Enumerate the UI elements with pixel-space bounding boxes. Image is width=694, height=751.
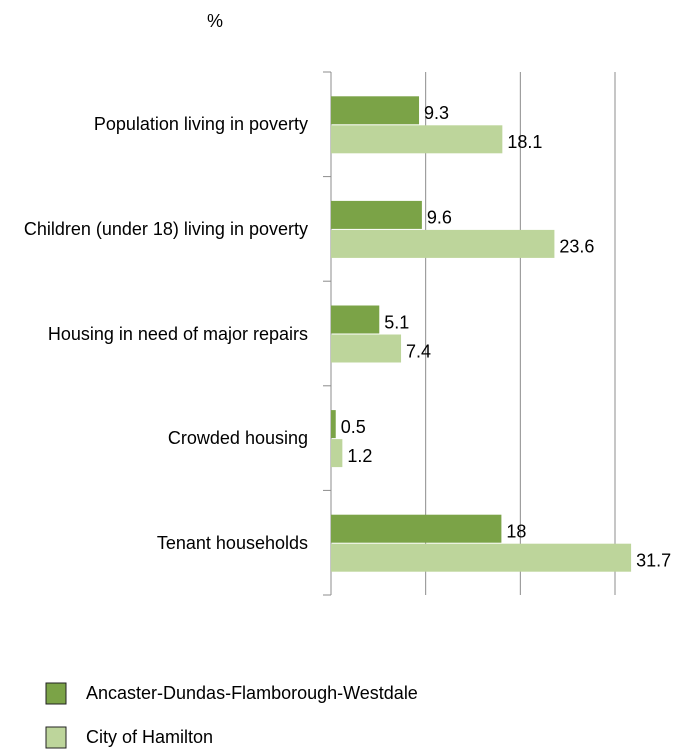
value-label: 5.1 bbox=[384, 312, 409, 332]
legend-label: City of Hamilton bbox=[86, 727, 213, 747]
bar bbox=[331, 229, 555, 258]
bar bbox=[331, 334, 402, 363]
bar bbox=[331, 439, 343, 468]
legend-swatch bbox=[45, 682, 67, 705]
value-label: 7.4 bbox=[406, 341, 431, 361]
bar bbox=[331, 200, 422, 229]
category-label: Population living in poverty bbox=[93, 114, 308, 135]
value-label: 1.2 bbox=[347, 446, 372, 466]
category-label: Housing in need of major repairs bbox=[47, 323, 308, 344]
value-label: 9.6 bbox=[427, 208, 452, 228]
bar bbox=[331, 125, 503, 154]
value-label: 0.5 bbox=[341, 417, 366, 437]
value-label: 9.3 bbox=[424, 103, 449, 123]
legend-label: Ancaster-Dundas-Flamborough-Westdale bbox=[86, 683, 418, 703]
value-label: 18 bbox=[506, 521, 526, 541]
bar bbox=[331, 305, 380, 334]
bar bbox=[331, 543, 632, 572]
value-label: 31.7 bbox=[636, 550, 671, 570]
value-label: 23.6 bbox=[559, 237, 594, 257]
bar bbox=[331, 514, 502, 543]
legend-swatch bbox=[45, 726, 67, 749]
bar bbox=[331, 96, 420, 125]
value-label: 18.1 bbox=[507, 132, 542, 152]
category-label: Crowded housing bbox=[167, 428, 308, 449]
chart-title: % bbox=[207, 11, 223, 31]
category-label: Children (under 18) living in poverty bbox=[23, 218, 308, 239]
category-label: Tenant households bbox=[156, 532, 308, 553]
bar bbox=[331, 410, 336, 439]
